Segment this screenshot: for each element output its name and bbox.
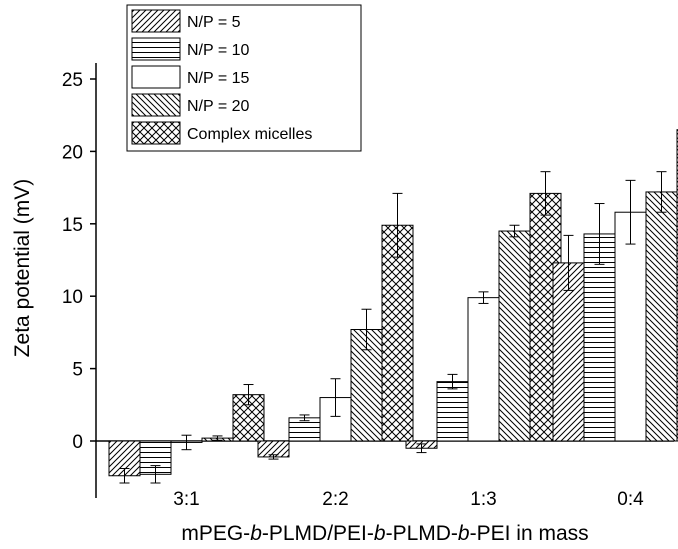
bar [552, 262, 585, 442]
error-bar [392, 192, 403, 258]
x-tick-label: 1:3 [470, 489, 496, 510]
legend-swatch [131, 9, 181, 33]
y-tick-label: 0 [72, 432, 83, 453]
bar [614, 211, 647, 442]
plot-area: 0 5 10 15 20 25 3:1 2:2 1:3 0:4 [62, 63, 678, 510]
error-bar [656, 171, 667, 213]
x-axis-title: mPEG-b-PLMD/PEI-b-PLMD-b-PEI in mass [181, 522, 588, 545]
legend-label: N/P = 5 [187, 14, 241, 31]
y-tick-label: 5 [72, 360, 83, 381]
legend-label: N/P = 15 [187, 70, 250, 87]
error-bar [268, 454, 279, 460]
legend-swatch [131, 121, 181, 145]
error-bar [594, 203, 605, 265]
error-bar [416, 443, 427, 454]
error-bar [361, 308, 372, 351]
error-bar [212, 435, 223, 441]
y-tick-label: 15 [62, 215, 83, 236]
x-tick-label: 3:1 [173, 489, 199, 510]
y-axis-ticks: 0 5 10 15 20 25 [62, 70, 96, 453]
y-tick-label: 25 [62, 70, 83, 91]
error-bar [563, 234, 574, 291]
legend-label: N/P = 20 [187, 98, 250, 115]
error-bar [478, 291, 489, 304]
x-tick-label: 2:2 [322, 489, 348, 510]
error-bar [625, 179, 636, 245]
legend-swatch [131, 65, 181, 89]
error-bars [119, 171, 667, 484]
legend: N/P = 5 N/P = 10 N/P = 15 N/P = 20 Complex m… [126, 4, 362, 152]
bar [583, 233, 616, 442]
error-bar [330, 378, 341, 417]
bar [645, 191, 678, 442]
legend-swatch [131, 37, 181, 61]
bar [288, 417, 321, 442]
bar [436, 381, 469, 442]
y-axis-title: Zeta potential (mV) [11, 179, 34, 358]
bars [108, 129, 678, 477]
legend-label: N/P = 10 [187, 42, 250, 59]
y-tick-label: 20 [62, 142, 83, 163]
error-bar [181, 434, 192, 451]
y-tick-label: 10 [62, 287, 83, 308]
x-tick-label: 0:4 [617, 489, 644, 510]
x-axis-tick-labels: 3:1 2:2 1:3 0:4 [173, 489, 644, 510]
error-bar [119, 468, 130, 484]
bar [498, 230, 531, 442]
error-bar [150, 465, 161, 484]
error-bar [509, 224, 520, 238]
error-bar [540, 171, 551, 216]
error-bar [299, 414, 310, 422]
legend-label: Complex micelles [187, 126, 312, 143]
error-bar [243, 384, 254, 406]
bar [381, 224, 414, 442]
bar [467, 297, 500, 442]
legend-swatch [131, 93, 181, 117]
error-bar [447, 373, 458, 390]
